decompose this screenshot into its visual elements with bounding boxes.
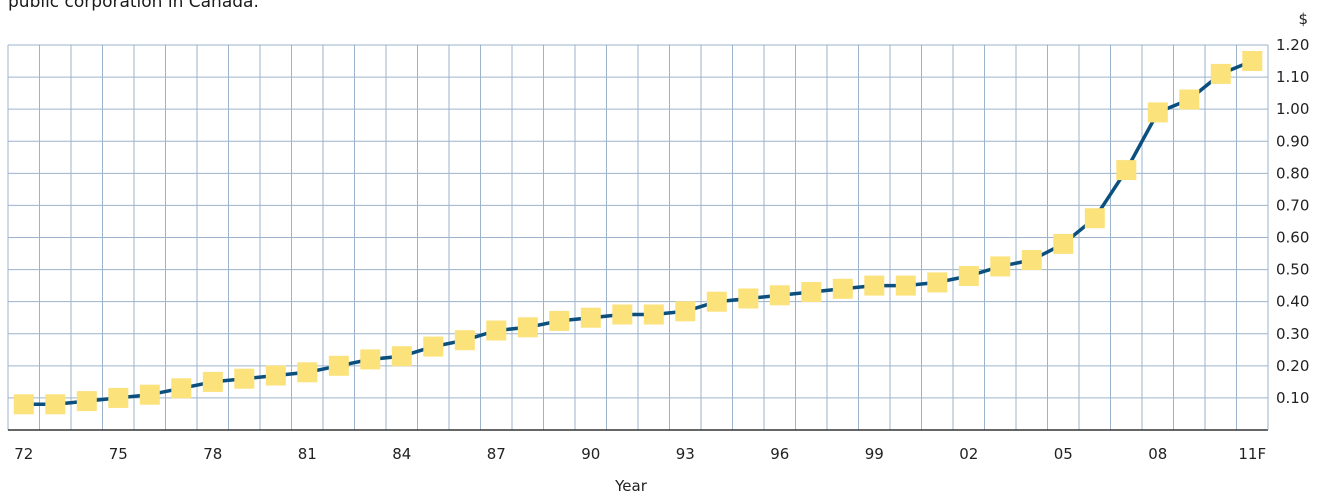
data-point-marker: [958, 266, 979, 286]
chart-caption: public corporation in Canada.: [8, 0, 259, 12]
data-point-marker: [580, 307, 601, 328]
x-tick-label: 78: [203, 445, 222, 463]
data-point-marker: [612, 304, 633, 325]
data-point-marker: [202, 371, 223, 392]
data-point-marker: [265, 365, 286, 386]
data-point-marker: [706, 291, 727, 312]
data-point-marker: [76, 391, 97, 412]
x-tick-label: 99: [865, 445, 884, 463]
x-tick-label: 08: [1148, 445, 1167, 463]
data-point-marker: [13, 394, 34, 415]
x-tick-label: 05: [1054, 445, 1073, 463]
data-point-marker: [549, 310, 570, 331]
x-axis-title: Year: [614, 477, 648, 495]
y-tick-label: 1.00: [1276, 100, 1309, 118]
y-tick-label: 0.30: [1276, 325, 1309, 343]
data-point-marker: [643, 304, 664, 325]
y-tick-label: 1.10: [1276, 68, 1309, 86]
data-point-marker: [675, 301, 696, 322]
data-point-marker: [297, 362, 318, 383]
data-point-marker: [832, 278, 853, 299]
data-point-marker: [45, 394, 66, 415]
x-tick-label: 96: [770, 445, 789, 463]
data-point-marker: [454, 330, 475, 351]
data-point-marker: [801, 282, 822, 302]
y-tick-label: 0.10: [1276, 389, 1309, 407]
data-point-marker: [1210, 63, 1231, 84]
data-point-marker: [1053, 233, 1074, 254]
data-point-marker: [1242, 51, 1263, 71]
x-tick-label: 72: [14, 445, 33, 463]
x-tick-label: 84: [392, 445, 411, 463]
y-tick-label: 0.40: [1276, 293, 1309, 311]
data-point-marker: [360, 349, 381, 370]
x-tick-label: 93: [676, 445, 695, 463]
data-point-marker: [927, 272, 948, 293]
x-tick-label: 81: [298, 445, 317, 463]
y-tick-label: 0.90: [1276, 132, 1309, 150]
data-point-marker: [234, 368, 255, 389]
data-point-marker: [328, 355, 349, 376]
data-point-marker: [171, 378, 192, 399]
y-tick-label: 1.20: [1276, 36, 1309, 54]
y-tick-labels: 0.10 0.20 0.30 0.40 0.50 0.60 0.70 0.80 0.90 1.00…: [1276, 36, 1309, 407]
y-axis-title: $: [1298, 10, 1308, 28]
data-point-marker: [486, 320, 507, 341]
x-tick-label: 90: [581, 445, 600, 463]
x-tick-label: 75: [109, 445, 128, 463]
data-point-marker: [895, 275, 916, 296]
chart-axes: [8, 45, 1269, 431]
y-tick-label: 0.50: [1276, 261, 1309, 279]
x-tick-labels: 72 75 78 81 84 87 90 93 96 99 02 05 08 11F: [14, 445, 1266, 463]
data-point-marker: [738, 288, 759, 309]
data-point-marker: [423, 336, 444, 357]
x-tick-label: 87: [487, 445, 506, 463]
data-point-marker: [990, 256, 1011, 277]
series-line: [22, 59, 1255, 407]
data-markers: [13, 51, 1263, 415]
data-point-marker: [391, 346, 412, 367]
data-point-marker: [1147, 102, 1168, 123]
series-line-group: [22, 59, 1255, 407]
data-point-marker: [1021, 250, 1042, 270]
y-tick-label: 0.80: [1276, 164, 1309, 182]
data-point-marker: [108, 387, 129, 408]
y-tick-label: 0.20: [1276, 357, 1309, 375]
data-point-marker: [1084, 208, 1105, 229]
data-point-marker: [1179, 89, 1200, 110]
data-point-marker: [1116, 160, 1137, 181]
grid-lines: [7, 44, 1269, 430]
data-point-marker: [139, 384, 160, 405]
data-point-marker: [864, 275, 885, 296]
data-point-marker: [517, 317, 538, 338]
y-tick-label: 0.60: [1276, 229, 1309, 247]
data-point-marker: [769, 285, 790, 306]
x-tick-label: 11F: [1238, 445, 1266, 463]
y-tick-label: 0.70: [1276, 196, 1309, 214]
x-tick-label: 02: [959, 445, 978, 463]
